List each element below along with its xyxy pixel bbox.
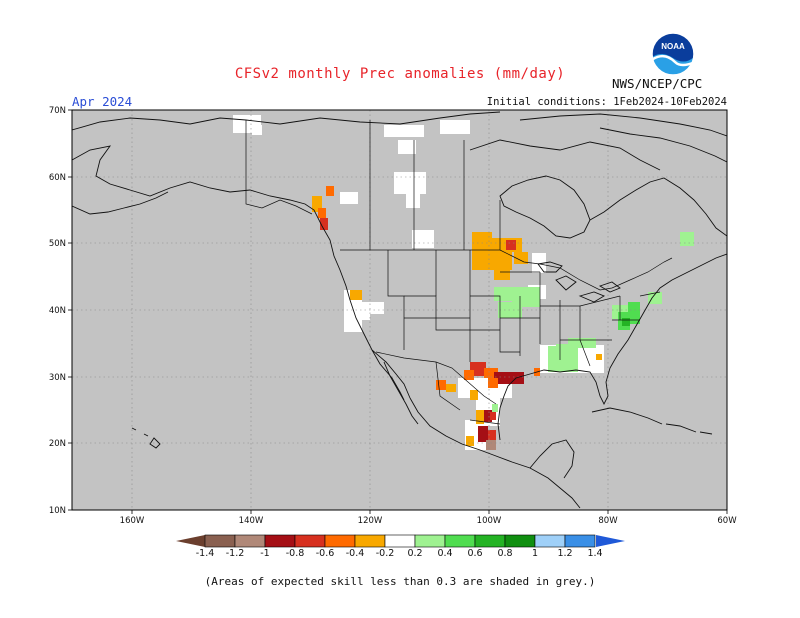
coastlines xyxy=(72,111,727,509)
axis-ticks xyxy=(68,109,728,514)
colorbar-label: -0.8 xyxy=(286,548,305,559)
colorbar-right-arrow xyxy=(596,535,625,547)
dry-anomaly-areas xyxy=(312,186,602,450)
colorbar-label: -0.2 xyxy=(376,548,395,559)
forecast-month: Apr 2024 xyxy=(72,94,133,109)
lat-label-60n: 60N xyxy=(49,173,66,183)
lon-label-80w: 80W xyxy=(598,516,618,526)
colorbar-label: 1.2 xyxy=(557,548,572,559)
colorbar-cell xyxy=(234,534,266,548)
map-title: CFSv2 monthly Prec anomalies (mm/day) xyxy=(234,66,566,82)
colorbar-label: -1.2 xyxy=(226,548,245,559)
lat-label-30n: 30N xyxy=(49,373,66,383)
colorbar-left-arrow xyxy=(176,535,205,547)
noaa-logo: NOAA xyxy=(651,32,695,76)
colorbar-label: 1.4 xyxy=(587,548,602,559)
colorbar-cell xyxy=(324,534,356,548)
lon-label-160w: 160W xyxy=(120,516,145,526)
colorbar-cell xyxy=(414,534,446,548)
colorbar-cell xyxy=(534,534,566,548)
colorbar-label: 0.8 xyxy=(497,548,512,559)
graticule xyxy=(72,110,727,510)
lat-label-70n: 70N xyxy=(49,106,66,116)
colorbar-cell xyxy=(204,534,236,548)
lat-label-10n: 10N xyxy=(49,506,66,516)
colorbar-label: 0.2 xyxy=(407,548,422,559)
skill-footnote: (Areas of expected skill less than 0.3 a… xyxy=(204,575,596,588)
longitude-labels: 160W 140W 120W 100W 80W 60W xyxy=(120,516,738,526)
noaa-logo-text: NOAA xyxy=(661,42,685,51)
colorbar-label: -0.4 xyxy=(346,548,365,559)
colorbar-label: 0.6 xyxy=(467,548,482,559)
colorbar-cell xyxy=(504,534,536,548)
lon-label-100w: 100W xyxy=(477,516,502,526)
colorbar-cell xyxy=(264,534,296,548)
colorbar-cell xyxy=(354,534,386,548)
wet-anomaly-areas xyxy=(492,232,694,412)
colorbar-label: 0.4 xyxy=(437,548,452,559)
lon-label-140w: 140W xyxy=(239,516,264,526)
colorbar-cell xyxy=(444,534,476,548)
initial-conditions: Initial conditions: 1Feb2024-10Feb2024 xyxy=(486,96,727,108)
latitude-labels: 70N 60N 50N 40N 30N 20N 10N xyxy=(49,106,66,516)
organization-label: NWS/NCEP/CPC xyxy=(612,76,703,91)
lat-label-50n: 50N xyxy=(49,239,66,249)
colorbar-label: 1 xyxy=(532,548,538,559)
colorbar-label: -1 xyxy=(260,548,269,559)
lat-label-40n: 40N xyxy=(49,306,66,316)
colorbar-cell xyxy=(474,534,506,548)
colorbar-label: -0.6 xyxy=(316,548,335,559)
colorbar: -1.4 -1.2 -1 -0.8 -0.6 -0.4 -0.2 0.2 0.4 0.6 0.8 1 1… xyxy=(176,534,625,559)
colorbar-label: -1.4 xyxy=(196,548,215,559)
colorbar-cell xyxy=(294,534,326,548)
lat-label-20n: 20N xyxy=(49,439,66,449)
colorbar-cell xyxy=(384,534,416,548)
colorbar-cell xyxy=(564,534,596,548)
lon-label-120w: 120W xyxy=(358,516,383,526)
political-boundaries xyxy=(245,120,673,425)
lon-label-60w: 60W xyxy=(717,516,737,526)
